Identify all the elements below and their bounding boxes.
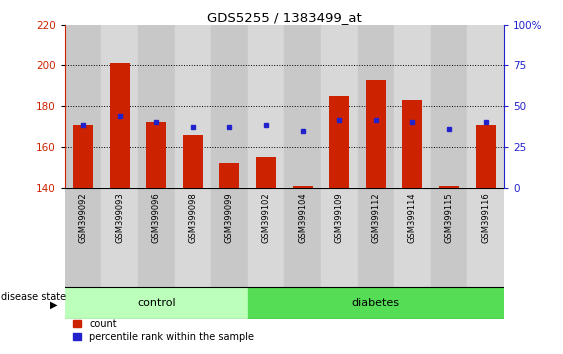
- Text: GSM399093: GSM399093: [115, 193, 124, 243]
- Bar: [394, 188, 431, 287]
- Bar: [183, 135, 203, 188]
- Bar: [101, 188, 138, 287]
- Bar: [248, 25, 284, 188]
- Bar: [110, 63, 129, 188]
- Bar: [293, 185, 312, 188]
- Text: GSM399115: GSM399115: [445, 193, 453, 243]
- Text: GSM399098: GSM399098: [189, 193, 197, 243]
- Bar: [101, 25, 138, 188]
- Title: GDS5255 / 1383499_at: GDS5255 / 1383499_at: [207, 11, 361, 24]
- Bar: [175, 188, 211, 287]
- Text: GSM399096: GSM399096: [152, 193, 160, 243]
- Bar: [248, 188, 284, 287]
- Text: control: control: [137, 298, 176, 308]
- Bar: [284, 188, 321, 287]
- Text: GSM399112: GSM399112: [372, 193, 380, 243]
- Text: GSM399114: GSM399114: [408, 193, 417, 243]
- Bar: [321, 188, 358, 287]
- Bar: [65, 25, 101, 188]
- Bar: [431, 188, 467, 287]
- Bar: [220, 163, 239, 188]
- Text: GSM399109: GSM399109: [335, 193, 343, 243]
- Bar: [138, 25, 175, 188]
- Text: GSM399099: GSM399099: [225, 193, 234, 243]
- Bar: [138, 188, 175, 287]
- Bar: [394, 25, 431, 188]
- Bar: [358, 25, 394, 188]
- Bar: [73, 125, 93, 188]
- Bar: [467, 188, 504, 287]
- Bar: [439, 185, 459, 188]
- Bar: [329, 96, 349, 188]
- Bar: [476, 125, 495, 188]
- Legend: count, percentile rank within the sample: count, percentile rank within the sample: [70, 315, 258, 346]
- Bar: [175, 25, 211, 188]
- Bar: [403, 100, 422, 188]
- Bar: [256, 157, 276, 188]
- Bar: [65, 287, 248, 319]
- Bar: [211, 188, 248, 287]
- Bar: [366, 80, 386, 188]
- Bar: [211, 25, 248, 188]
- Text: GSM399104: GSM399104: [298, 193, 307, 243]
- Text: ▶: ▶: [50, 299, 57, 309]
- Bar: [146, 122, 166, 188]
- Bar: [65, 188, 101, 287]
- Bar: [467, 25, 504, 188]
- Bar: [248, 287, 504, 319]
- Text: diabetes: diabetes: [352, 298, 400, 308]
- Bar: [284, 25, 321, 188]
- Bar: [431, 25, 467, 188]
- Bar: [358, 188, 394, 287]
- Bar: [321, 25, 358, 188]
- Text: GSM399116: GSM399116: [481, 193, 490, 243]
- Text: disease state: disease state: [1, 292, 66, 302]
- Text: GSM399092: GSM399092: [79, 193, 87, 243]
- Text: GSM399102: GSM399102: [262, 193, 270, 243]
